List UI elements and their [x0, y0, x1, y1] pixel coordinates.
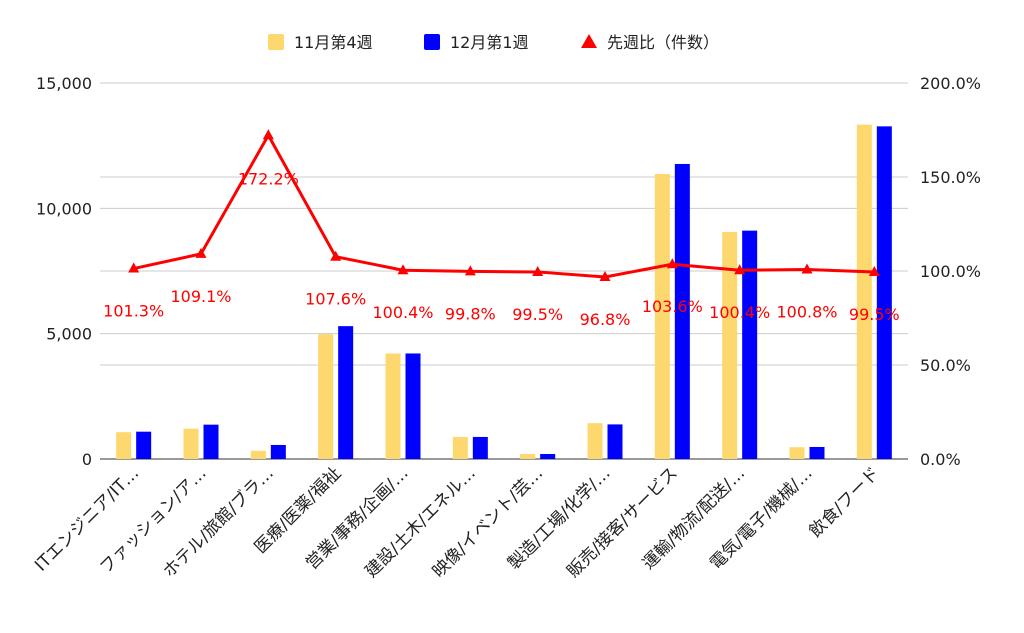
bar: [876, 126, 892, 460]
ratio-point: [262, 129, 274, 140]
legend-label: 先週比（件数）: [607, 33, 719, 52]
ratio-point: [397, 264, 409, 275]
ratio-point: [801, 263, 813, 274]
data-label: 100.4%: [709, 303, 770, 322]
bar: [742, 230, 758, 459]
data-label: 99.5%: [512, 305, 563, 324]
legend-swatch: [268, 34, 284, 50]
category-label: 販売/接客/サービス: [563, 463, 681, 581]
category-labels: ITエンジニア/IT…ファッション/ア…ホテル/旅館/ブラ…医療/医薬/福祉営業…: [31, 463, 884, 582]
left-tick-label: 15,000: [36, 74, 92, 93]
bar: [607, 424, 623, 459]
category-label: ホテル/旅館/ブラ…: [159, 463, 278, 582]
data-label: 109.1%: [170, 287, 231, 306]
left-tick-label: 0: [82, 450, 92, 469]
bar: [136, 431, 152, 459]
legend-swatch: [424, 34, 440, 50]
category-label: 映像/イベント/芸…: [429, 463, 547, 581]
category-label: 建設/土木/エネル…: [361, 463, 479, 581]
data-label: 100.4%: [372, 303, 433, 322]
bar: [654, 173, 670, 459]
ratio-point: [666, 258, 678, 269]
bar: [809, 446, 825, 459]
bar: [318, 334, 334, 459]
data-label: 172.2%: [238, 169, 299, 188]
category-label: 飲食/フード: [806, 463, 884, 541]
left-tick-label: 5,000: [46, 325, 92, 344]
bar: [540, 453, 556, 459]
data-label: 100.8%: [776, 302, 837, 321]
bar: [250, 450, 266, 459]
bar: [856, 124, 872, 460]
ratio-point: [195, 247, 207, 258]
data-label: 103.6%: [642, 297, 703, 316]
data-label: 99.5%: [849, 305, 900, 324]
bar: [116, 432, 132, 459]
data-labels: 101.3% 109.1% 172.2% 107.6% 100.4% 99.8% 99.5%…: [103, 169, 900, 329]
right-tick-label: 150.0%: [920, 168, 981, 187]
left-tick-label: 10,000: [36, 199, 92, 218]
right-axis-ticks: 0.0% 50.0% 100.0% 150.0% 200.0%: [920, 74, 981, 469]
data-label: 107.6%: [305, 290, 366, 309]
ratio-point: [599, 271, 611, 282]
ratio-line-path: [133, 133, 875, 279]
ratio-point: [464, 265, 476, 276]
bar: [722, 231, 738, 459]
ratio-point: [128, 262, 140, 273]
data-label: 96.8%: [580, 310, 631, 329]
legend-marker: [581, 34, 597, 48]
left-axis-ticks: 0 5,000 10,000 15,000: [36, 74, 92, 469]
data-label: 101.3%: [103, 302, 164, 321]
right-tick-label: 50.0%: [920, 356, 971, 375]
bar: [405, 353, 421, 459]
ratio-point: [734, 264, 746, 275]
right-tick-label: 0.0%: [920, 450, 961, 469]
bar: [385, 353, 401, 459]
bar: [452, 436, 468, 459]
legend-label: 11月第4週: [294, 33, 373, 52]
bar: [183, 428, 199, 459]
ratio-line: [128, 129, 880, 282]
bar: [338, 326, 354, 459]
bar: [203, 424, 219, 459]
bar: [789, 447, 805, 459]
ratio-point: [330, 250, 342, 261]
legend: 11月第4週 12月第1週 先週比（件数）: [268, 33, 719, 52]
data-label: 99.8%: [445, 304, 496, 323]
bar: [520, 453, 536, 459]
bars: [116, 124, 892, 460]
bar: [587, 423, 603, 459]
right-tick-label: 200.0%: [920, 74, 981, 93]
legend-label: 12月第1週: [450, 33, 529, 52]
ratio-point: [868, 265, 880, 276]
bar: [472, 436, 488, 459]
bar: [270, 444, 286, 459]
bar: [674, 163, 690, 459]
right-tick-label: 100.0%: [920, 262, 981, 281]
ratio-point: [532, 265, 544, 276]
